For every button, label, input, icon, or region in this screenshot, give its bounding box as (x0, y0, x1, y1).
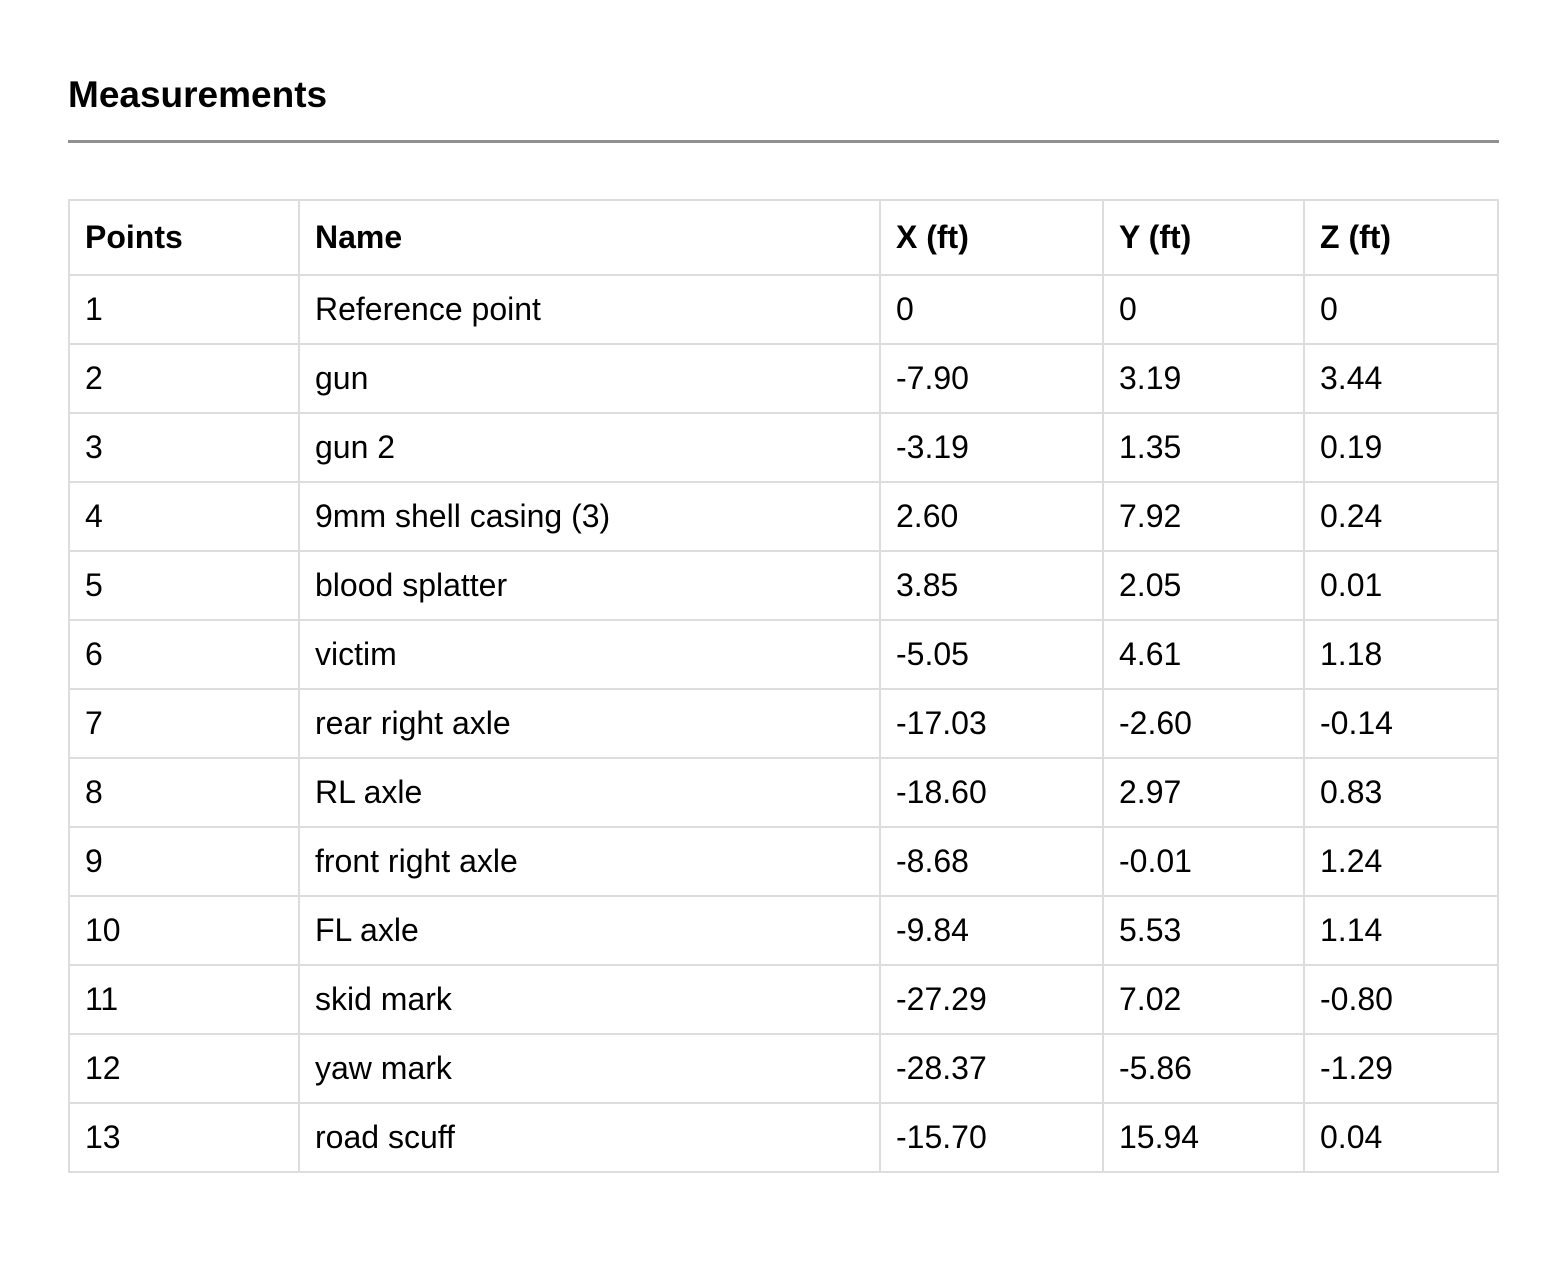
cell-y: 4.61 (1102, 619, 1305, 690)
cell-y: 5.53 (1102, 895, 1305, 966)
measurements-table: Points Name X (ft) Y (ft) Z (ft) 1 Refere… (68, 199, 1499, 1173)
cell-points: 8 (68, 757, 300, 828)
cell-z: 1.14 (1303, 895, 1499, 966)
cell-x: -27.29 (879, 964, 1104, 1035)
column-header-x: X (ft) (879, 199, 1104, 276)
cell-points: 4 (68, 481, 300, 552)
column-header-z: Z (ft) (1303, 199, 1499, 276)
cell-name: yaw mark (298, 1033, 881, 1104)
cell-z: -1.29 (1303, 1033, 1499, 1104)
title-divider (68, 140, 1499, 143)
cell-name: 9mm shell casing (3) (298, 481, 881, 552)
column-header-points: Points (68, 199, 300, 276)
cell-points: 3 (68, 412, 300, 483)
cell-points: 5 (68, 550, 300, 621)
cell-x: -7.90 (879, 343, 1104, 414)
cell-points: 9 (68, 826, 300, 897)
cell-points: 1 (68, 274, 300, 345)
cell-points: 2 (68, 343, 300, 414)
cell-y: 7.92 (1102, 481, 1305, 552)
cell-name: Reference point (298, 274, 881, 345)
measurements-section: Measurements Points Name X (ft) Y (ft) Z… (68, 73, 1499, 1173)
table-row: 8 RL axle -18.60 2.97 0.83 (68, 757, 1499, 828)
table-header: Points Name X (ft) Y (ft) Z (ft) (68, 199, 1499, 276)
cell-x: 0 (879, 274, 1104, 345)
table-row: 2 gun -7.90 3.19 3.44 (68, 343, 1499, 414)
page-title: Measurements (68, 74, 328, 115)
cell-x: 2.60 (879, 481, 1104, 552)
table-row: 1 Reference point 0 0 0 (68, 274, 1499, 345)
cell-name: gun (298, 343, 881, 414)
cell-z: 0.24 (1303, 481, 1499, 552)
cell-y: 7.02 (1102, 964, 1305, 1035)
cell-name: rear right axle (298, 688, 881, 759)
cell-points: 6 (68, 619, 300, 690)
cell-z: 0.01 (1303, 550, 1499, 621)
cell-name: road scuff (298, 1102, 881, 1173)
cell-y: -0.01 (1102, 826, 1305, 897)
cell-z: 0.19 (1303, 412, 1499, 483)
cell-name: victim (298, 619, 881, 690)
cell-points: 11 (68, 964, 300, 1035)
table-row: 7 rear right axle -17.03 -2.60 -0.14 (68, 688, 1499, 759)
column-header-y: Y (ft) (1102, 199, 1305, 276)
cell-x: -5.05 (879, 619, 1104, 690)
cell-x: -3.19 (879, 412, 1104, 483)
cell-name: RL axle (298, 757, 881, 828)
table-row: 10 FL axle -9.84 5.53 1.14 (68, 895, 1499, 966)
cell-y: 3.19 (1102, 343, 1305, 414)
cell-points: 7 (68, 688, 300, 759)
cell-name: blood splatter (298, 550, 881, 621)
cell-y: 1.35 (1102, 412, 1305, 483)
table-row: 5 blood splatter 3.85 2.05 0.01 (68, 550, 1499, 621)
cell-y: 2.97 (1102, 757, 1305, 828)
cell-name: front right axle (298, 826, 881, 897)
cell-y: -5.86 (1102, 1033, 1305, 1104)
table-row: 11 skid mark -27.29 7.02 -0.80 (68, 964, 1499, 1035)
cell-points: 12 (68, 1033, 300, 1104)
cell-x: 3.85 (879, 550, 1104, 621)
cell-y: 15.94 (1102, 1102, 1305, 1173)
cell-z: 0.04 (1303, 1102, 1499, 1173)
cell-z: 1.18 (1303, 619, 1499, 690)
cell-z: 1.24 (1303, 826, 1499, 897)
table-row: 6 victim -5.05 4.61 1.18 (68, 619, 1499, 690)
cell-z: 3.44 (1303, 343, 1499, 414)
cell-name: skid mark (298, 964, 881, 1035)
table-header-row: Points Name X (ft) Y (ft) Z (ft) (68, 199, 1499, 276)
cell-x: -8.68 (879, 826, 1104, 897)
cell-y: -2.60 (1102, 688, 1305, 759)
table-row: 13 road scuff -15.70 15.94 0.04 (68, 1102, 1499, 1173)
cell-x: -28.37 (879, 1033, 1104, 1104)
table-row: 4 9mm shell casing (3) 2.60 7.92 0.24 (68, 481, 1499, 552)
cell-z: -0.80 (1303, 964, 1499, 1035)
cell-x: -15.70 (879, 1102, 1104, 1173)
cell-x: -9.84 (879, 895, 1104, 966)
cell-points: 10 (68, 895, 300, 966)
cell-z: 0.83 (1303, 757, 1499, 828)
table-row: 9 front right axle -8.68 -0.01 1.24 (68, 826, 1499, 897)
cell-y: 2.05 (1102, 550, 1305, 621)
cell-name: gun 2 (298, 412, 881, 483)
column-header-name: Name (298, 199, 881, 276)
table-row: 12 yaw mark -28.37 -5.86 -1.29 (68, 1033, 1499, 1104)
cell-z: 0 (1303, 274, 1499, 345)
table-row: 3 gun 2 -3.19 1.35 0.19 (68, 412, 1499, 483)
cell-x: -18.60 (879, 757, 1104, 828)
cell-points: 13 (68, 1102, 300, 1173)
cell-y: 0 (1102, 274, 1305, 345)
cell-name: FL axle (298, 895, 881, 966)
cell-x: -17.03 (879, 688, 1104, 759)
measurements-table-body: 1 Reference point 0 0 0 2 gun -7.90 3.19 3.44 3 gun… (68, 274, 1499, 1173)
cell-z: -0.14 (1303, 688, 1499, 759)
